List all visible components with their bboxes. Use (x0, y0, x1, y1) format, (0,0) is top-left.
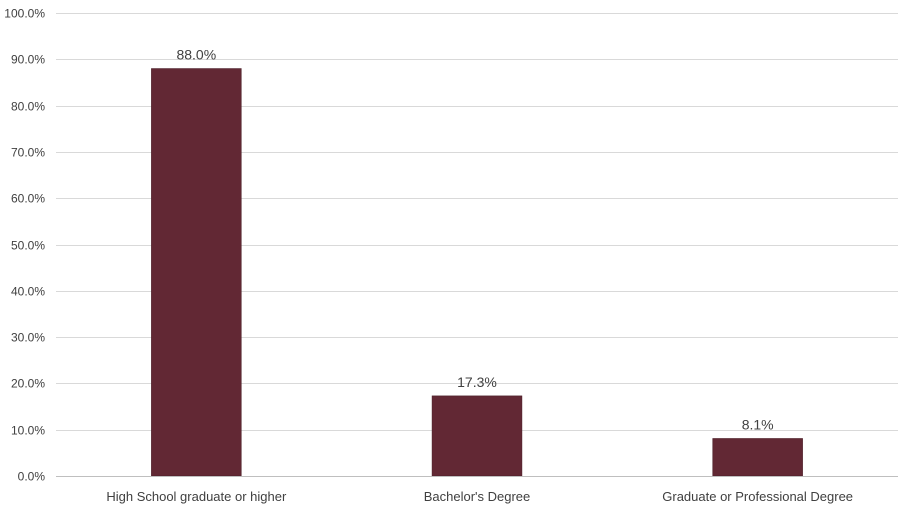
x-category-label: High School graduate or higher (106, 489, 287, 504)
y-tick-label: 100.0% (4, 7, 45, 21)
y-tick-label: 0.0% (18, 470, 46, 484)
y-tick-label: 20.0% (11, 377, 45, 391)
data-label: 17.3% (457, 374, 497, 390)
y-tick-label: 60.0% (11, 192, 45, 206)
x-axis-category-labels: High School graduate or higher Bachelor's… (106, 489, 853, 504)
bar (712, 438, 803, 477)
y-tick-label: 10.0% (11, 424, 45, 438)
data-label: 88.0% (176, 47, 216, 63)
y-tick-label: 50.0% (11, 239, 45, 253)
y-tick-label: 30.0% (11, 331, 45, 345)
y-axis-tick-labels: 0.0% 10.0% 20.0% 30.0% 40.0% 50.0% 60.0% 70.0% 8… (4, 7, 45, 484)
data-label: 8.1% (742, 416, 774, 432)
bar (431, 395, 523, 477)
x-category-label: Bachelor's Degree (424, 489, 531, 504)
x-category-label: Graduate or Professional Degree (662, 489, 853, 504)
y-tick-label: 80.0% (11, 100, 45, 114)
data-labels: 88.0% 17.3% 8.1% (176, 47, 773, 433)
bars (151, 68, 803, 477)
bar (151, 68, 242, 477)
y-tick-label: 70.0% (11, 146, 45, 160)
y-tick-label: 40.0% (11, 285, 45, 299)
y-tick-label: 90.0% (11, 53, 45, 67)
